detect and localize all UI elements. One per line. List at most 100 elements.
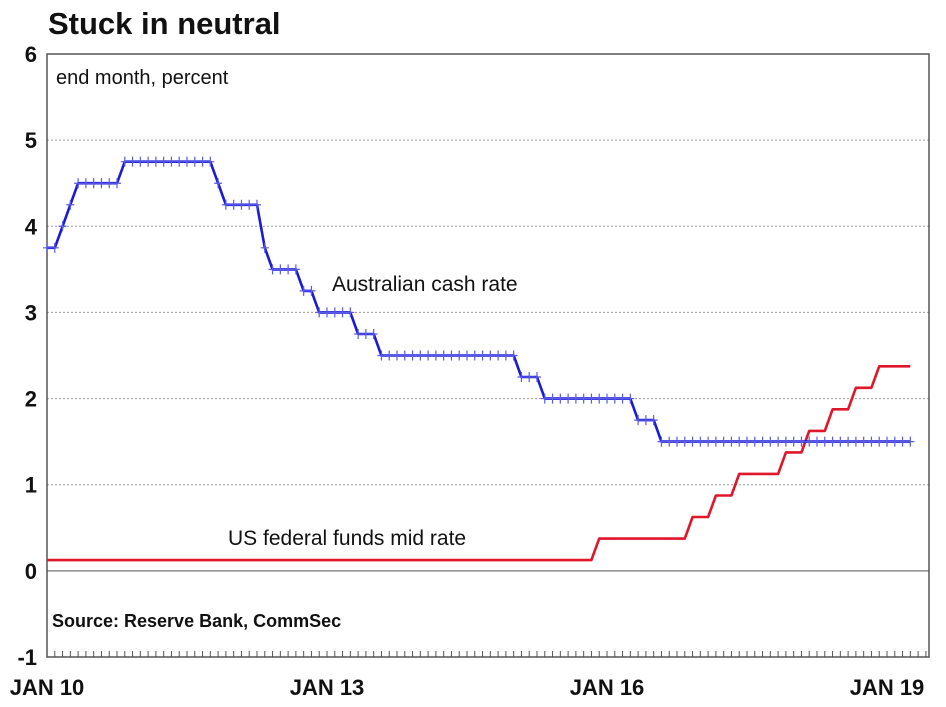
data-point-marker	[665, 436, 674, 447]
data-point-marker	[680, 436, 689, 447]
data-point-marker	[330, 307, 339, 318]
data-point-marker	[517, 372, 526, 383]
data-point-marker	[113, 178, 121, 189]
data-point-marker	[704, 436, 713, 447]
data-point-marker	[587, 393, 596, 404]
x-tick-label: JAN 10	[10, 675, 85, 700]
data-point-marker	[486, 350, 495, 361]
data-point-marker	[735, 436, 744, 447]
data-point-marker	[50, 242, 59, 253]
data-point-marker	[190, 156, 199, 167]
series-line	[47, 160, 911, 443]
label-australian-cash-rate: Australian cash rate	[332, 273, 518, 296]
data-point-marker	[875, 436, 884, 447]
data-point-marker	[175, 156, 184, 167]
data-point-marker	[136, 156, 145, 167]
data-point-marker	[369, 328, 378, 339]
series-australian-cash-rate	[43, 156, 915, 447]
data-point-marker	[789, 436, 798, 447]
data-point-marker	[299, 285, 308, 296]
data-point-marker	[377, 350, 386, 361]
data-point-marker	[431, 350, 440, 361]
data-point-marker	[120, 156, 129, 167]
data-point-marker	[890, 436, 899, 447]
x-tick-label: JAN 19	[850, 675, 925, 700]
data-point-marker	[603, 393, 611, 404]
data-point-marker	[253, 199, 261, 210]
data-point-marker	[883, 436, 891, 447]
data-point-marker	[361, 328, 370, 339]
data-point-marker	[159, 156, 168, 167]
data-point-marker	[478, 350, 487, 361]
data-point-marker	[229, 199, 238, 210]
data-point-marker	[221, 199, 230, 210]
data-point-marker	[813, 436, 821, 447]
data-point-marker	[58, 221, 67, 232]
data-point-marker	[618, 393, 627, 404]
data-point-marker	[346, 307, 355, 318]
plot-frame	[46, 53, 930, 658]
data-point-marker	[97, 178, 106, 189]
data-point-marker	[820, 436, 829, 447]
data-point-marker	[144, 156, 153, 167]
data-point-marker	[439, 350, 448, 361]
chart-subtitle: end month, percent	[56, 67, 229, 89]
chart-title: Stuck in neutral	[48, 6, 281, 41]
data-point-marker	[525, 372, 534, 383]
data-point-marker	[315, 307, 324, 318]
data-point-marker	[711, 436, 720, 447]
data-point-marker	[595, 393, 604, 404]
data-point-marker	[844, 436, 853, 447]
source-note: Source: Reserve Bank, CommSec	[52, 611, 341, 631]
data-point-marker	[696, 436, 705, 447]
data-point-marker	[750, 436, 759, 447]
data-point-marker	[237, 199, 246, 210]
data-point-marker	[564, 393, 573, 404]
data-point-marker	[89, 178, 98, 189]
data-point-marker	[797, 436, 806, 447]
data-point-marker	[268, 264, 277, 275]
data-point-marker	[245, 199, 254, 210]
data-point-marker	[743, 436, 751, 447]
y-tick-label: 0	[25, 559, 37, 584]
data-point-marker	[354, 328, 363, 339]
data-point-marker	[657, 436, 666, 447]
data-point-marker	[634, 415, 643, 426]
series-line	[47, 364, 911, 562]
y-tick-label: 4	[25, 214, 38, 239]
series-us-federal-funds-mid-rate	[47, 364, 911, 562]
data-point-marker	[128, 156, 137, 167]
data-point-marker	[447, 350, 456, 361]
data-point-marker	[688, 436, 697, 447]
data-point-marker	[727, 436, 736, 447]
y-tick-label: 2	[25, 387, 37, 412]
data-point-marker	[43, 242, 51, 253]
data-point-marker	[805, 436, 814, 447]
data-point-marker	[416, 350, 425, 361]
label-us-federal-funds: US federal funds mid rate	[228, 527, 466, 550]
data-point-marker	[556, 393, 565, 404]
data-point-marker	[463, 350, 471, 361]
y-tick-label: 3	[25, 300, 37, 325]
data-point-marker	[198, 156, 207, 167]
data-point-marker	[781, 436, 790, 447]
y-tick-label: 5	[25, 128, 37, 153]
data-point-marker	[151, 156, 160, 167]
data-point-marker	[626, 393, 635, 404]
data-point-marker	[307, 285, 316, 296]
data-point-marker	[291, 264, 300, 275]
data-point-marker	[906, 436, 915, 447]
data-point-marker	[758, 436, 767, 447]
data-point-marker	[836, 436, 845, 447]
data-point-marker	[828, 436, 837, 447]
data-point-marker	[214, 178, 223, 189]
data-point-marker	[323, 307, 331, 318]
data-point-marker	[533, 372, 541, 383]
data-point-marker	[183, 156, 191, 167]
data-point-marker	[548, 393, 557, 404]
data-point-marker	[571, 393, 580, 404]
data-point-marker	[494, 350, 503, 361]
data-point-marker	[509, 350, 518, 361]
data-point-marker	[385, 350, 394, 361]
